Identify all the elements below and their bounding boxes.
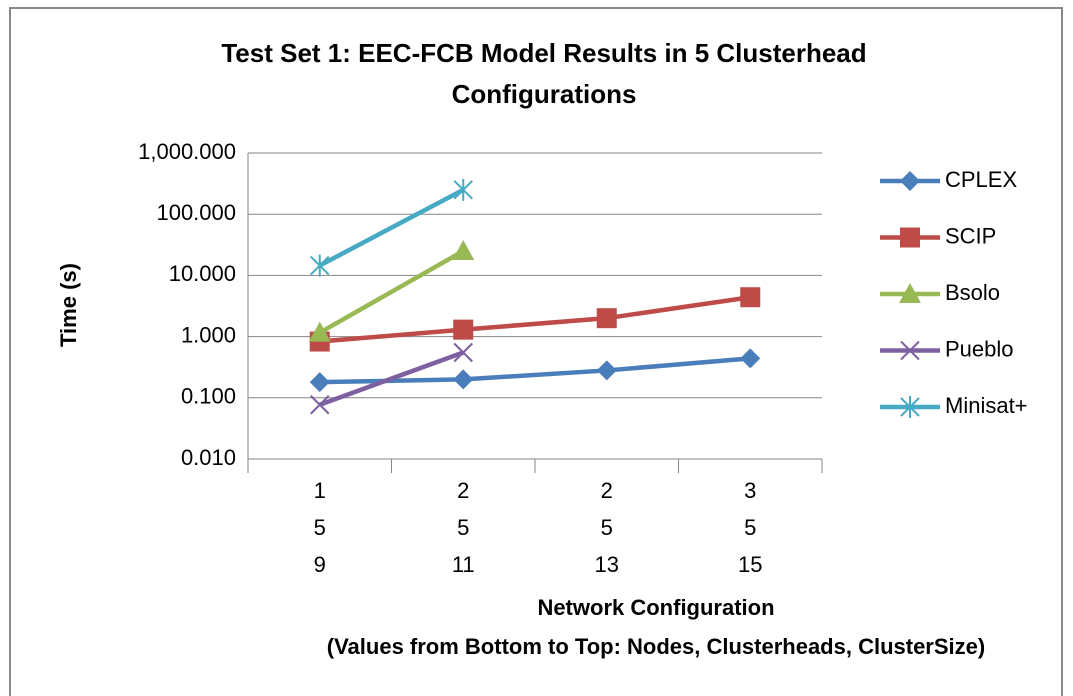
x-tick-label: 13	[595, 552, 619, 577]
series-line	[318, 350, 465, 407]
x-tick-label: 5	[744, 515, 756, 540]
data-point	[740, 348, 761, 369]
y-axis-title: Time (s)	[56, 263, 81, 347]
data-point	[310, 395, 330, 415]
legend-marker	[899, 283, 921, 303]
y-tick-label: 1.000	[181, 322, 236, 347]
legend-label: Minisat+	[945, 393, 1028, 418]
legend-label: CPLEX	[945, 167, 1017, 192]
chart-title: Configurations	[452, 79, 637, 109]
data-point	[453, 342, 473, 363]
x-tick-label: 5	[457, 515, 469, 540]
data-point	[453, 178, 473, 201]
x-tick-label: 3	[744, 478, 756, 503]
data-point	[308, 321, 331, 342]
legend-label: Bsolo	[945, 280, 1000, 305]
legend-marker	[900, 227, 920, 248]
x-tick-label: 9	[314, 552, 326, 577]
data-point	[740, 287, 761, 308]
data-point	[596, 360, 617, 381]
series-line	[319, 294, 751, 344]
series-line	[318, 249, 465, 335]
x-axis-title: (Values from Bottom to Top: Nodes, Clust…	[327, 634, 985, 659]
series-line	[318, 187, 465, 268]
x-tick-label: 5	[601, 515, 613, 540]
data-point	[596, 308, 617, 329]
legend-label: SCIP	[945, 223, 996, 248]
chart-title: Test Set 1: EEC-FCB Model Results in 5 C…	[221, 38, 866, 68]
data-point	[452, 240, 475, 261]
x-tick-label: 2	[601, 478, 613, 503]
legend-label: Pueblo	[945, 336, 1014, 361]
x-tick-label: 2	[457, 478, 469, 503]
x-tick-label: 1	[314, 478, 326, 503]
y-tick-label: 0.010	[181, 445, 236, 470]
data-point	[309, 372, 330, 393]
data-point	[453, 319, 474, 340]
y-tick-label: 0.100	[181, 384, 236, 409]
x-axis-title: Network Configuration	[537, 595, 774, 620]
y-tick-label: 1,000.000	[138, 139, 236, 164]
x-tick-label: 15	[738, 552, 762, 577]
data-point	[310, 254, 330, 277]
data-point	[453, 369, 474, 390]
legend-marker	[900, 171, 920, 191]
x-tick-label: 5	[314, 515, 326, 540]
y-tick-label: 10.000	[169, 261, 236, 286]
legend-marker	[900, 340, 920, 361]
x-tick-label: 11	[452, 552, 475, 577]
legend-marker	[900, 396, 920, 418]
y-tick-label: 100.000	[156, 200, 236, 225]
